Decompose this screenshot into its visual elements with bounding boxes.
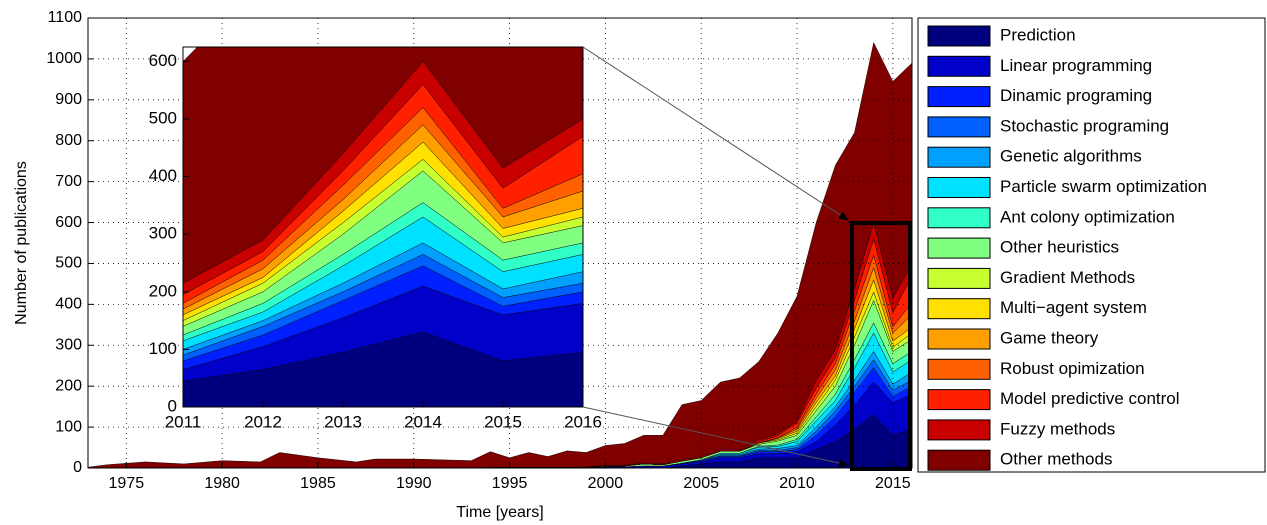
legend-swatch [927, 207, 991, 229]
y-tick-label: 200 [149, 281, 177, 300]
legend-label: Gradient Methods [1000, 268, 1135, 287]
legend: Prediction Linear programming Dinamic prog… [917, 17, 1266, 473]
y-tick-label: 0 [168, 396, 177, 415]
y-tick-label: 700 [55, 173, 82, 190]
legend-swatch [927, 86, 991, 108]
legend-swatch [927, 328, 991, 350]
y-tick-label: 1000 [46, 50, 82, 67]
zoom-arrow [582, 46, 849, 221]
inset-plot: 0 100 200 300 400 500 600 2011 2012 2013 2014 2015 2… [149, 46, 602, 431]
y-tick-label: 100 [149, 339, 177, 358]
x-tick-label: 2015 [875, 475, 911, 492]
legend-swatch [927, 146, 991, 168]
legend-swatch [927, 298, 991, 320]
legend-swatch [927, 55, 991, 77]
x-tick-label: 2012 [244, 412, 282, 431]
x-tick-label: 1980 [204, 475, 240, 492]
legend-label: Fuzzy methods [1000, 419, 1115, 438]
x-tick-label: 2014 [404, 412, 442, 431]
legend-swatch [927, 449, 991, 471]
legend-swatch [927, 237, 991, 259]
zoom-box [850, 221, 912, 471]
x-tick-label: 1985 [300, 475, 336, 492]
legend-label: Game theory [1000, 328, 1099, 347]
legend-swatch [927, 389, 991, 411]
y-tick-label: 600 [149, 51, 177, 70]
x-tick-label: 2000 [588, 475, 624, 492]
legend-swatch [927, 358, 991, 380]
area [183, 47, 583, 284]
x-tick-label: 2015 [484, 412, 522, 431]
legend-label: Stochastic programing [1000, 116, 1169, 135]
area-group [183, 47, 583, 407]
legend-label: Multi−agent system [1000, 298, 1147, 317]
legend-label: Particle swarm optimization [1000, 177, 1207, 196]
legend-label: Robust opimization [1000, 359, 1145, 378]
y-tick-label: 500 [55, 255, 82, 272]
plot-frame [182, 46, 584, 408]
x-tick-label: 2005 [683, 475, 719, 492]
legend-label: Model predictive control [1000, 389, 1180, 408]
zoom-arrow [582, 406, 849, 467]
legend-label: Ant colony optimization [1000, 207, 1175, 226]
legend-swatch [927, 116, 991, 138]
y-tick-label: 500 [149, 108, 177, 127]
y-tick-label: 100 [55, 418, 82, 435]
y-tick-label: 900 [55, 91, 82, 108]
x-tick-label: 2013 [324, 412, 362, 431]
y-tick-label: 300 [149, 224, 177, 243]
legend-swatch [927, 177, 991, 198]
y-tick-label: 400 [55, 296, 82, 313]
y-tick-label: 800 [55, 132, 82, 149]
y-tick-label: 1100 [48, 9, 83, 26]
y-tick-label: 0 [73, 459, 82, 476]
x-tick-label: 1990 [396, 475, 432, 492]
y-axis-label: Number of publications [13, 161, 30, 325]
y-tick-label: 300 [55, 336, 82, 353]
legend-label: Other methods [1000, 450, 1112, 469]
x-tick-label: 2010 [779, 475, 815, 492]
legend-swatch [927, 267, 991, 289]
legend-label: Linear programming [1000, 56, 1152, 75]
x-tick-label: 1975 [109, 475, 145, 492]
legend-swatch [927, 25, 991, 47]
x-tick-label: 2011 [165, 412, 202, 431]
legend-label: Genetic algorithms [1000, 147, 1142, 166]
y-tick-label: 400 [149, 166, 177, 185]
x-tick-label: 1995 [492, 475, 528, 492]
y-tick-label: 600 [55, 214, 82, 231]
y-tick-label: 200 [55, 377, 82, 394]
legend-label: Dinamic programing [1000, 86, 1152, 105]
legend-swatch [927, 419, 991, 441]
legend-label: Prediction [1000, 25, 1076, 44]
legend-label: Other heuristics [1000, 238, 1119, 257]
x-tick-label: 2016 [564, 412, 602, 431]
x-axis-label: Time [years] [456, 504, 543, 521]
